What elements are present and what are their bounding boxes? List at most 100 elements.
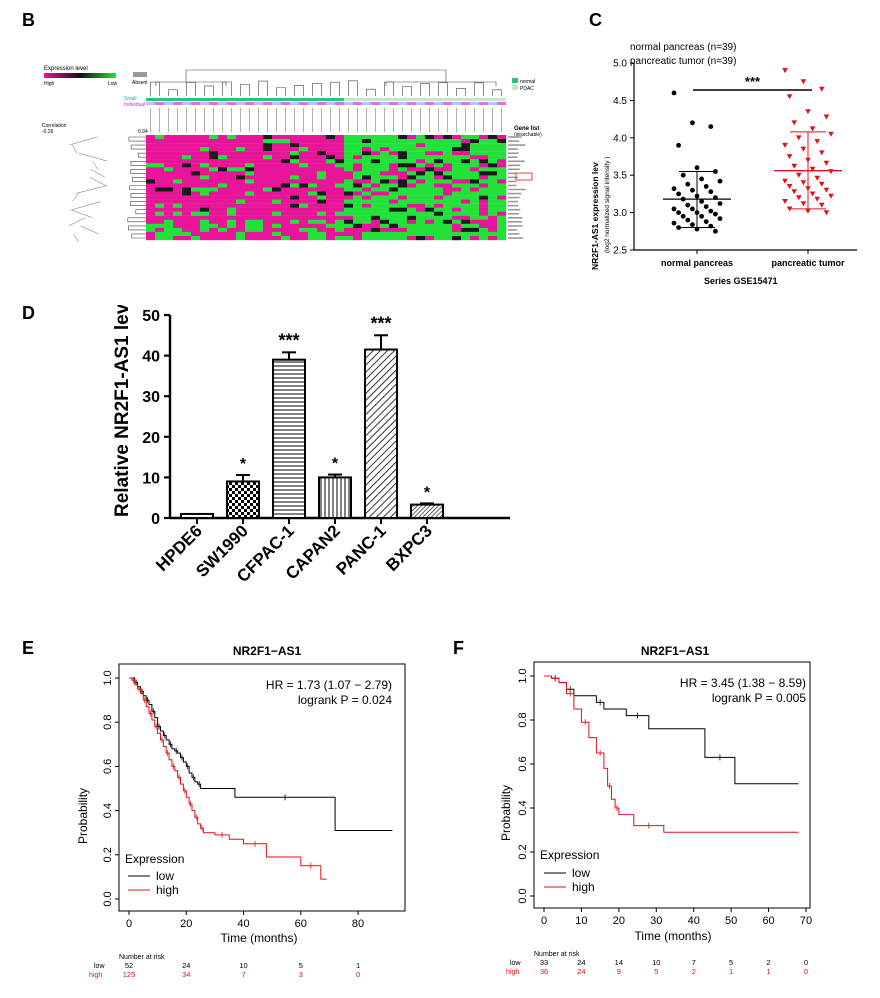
f-x-tick-label: 0 [541, 915, 547, 927]
heatmap-cell [290, 143, 300, 148]
heatmap-cell [164, 219, 174, 224]
heatmap-cell [389, 159, 399, 164]
c-point-normal [676, 191, 681, 197]
legend-normal: normal pancreas (n=39) [630, 42, 736, 53]
heatmap-cell [182, 167, 192, 172]
e-legend-title: Expression [125, 852, 184, 866]
heatmap-group-cell [353, 98, 362, 101]
heatmap-cell [425, 211, 435, 216]
heatmap-cell [173, 223, 183, 228]
c-y-tick-label: 5.0 [613, 59, 627, 70]
heatmap-cell [353, 135, 363, 140]
heatmap-cell [416, 231, 426, 237]
heatmap-cell [479, 167, 489, 172]
heatmap-cell [497, 159, 507, 164]
heatmap-cell [380, 159, 390, 164]
heatmap-cell [425, 219, 435, 224]
row-dendrogram-branch [127, 217, 146, 223]
heatmap-cell [443, 171, 453, 176]
heatmap-cell [182, 203, 192, 208]
heatmap-cell [182, 183, 192, 188]
heatmap-cell [380, 207, 390, 212]
heatmap-cell [164, 147, 174, 152]
heatmap-cell [353, 163, 363, 168]
heatmap-cell [290, 199, 300, 204]
heatmap-cell [380, 227, 390, 233]
heatmap-cell [254, 231, 264, 237]
f-x-tick-label: 40 [688, 915, 700, 927]
dendrogram-branch [348, 80, 358, 96]
heatmap-cell [389, 211, 399, 216]
heatmap-cell [470, 191, 480, 196]
heatmap-cell [407, 227, 417, 233]
heatmap-individual-cell [479, 102, 488, 105]
heatmap-cell [443, 183, 453, 188]
heatmap-cell [173, 199, 183, 204]
heatmap-cell [461, 236, 471, 241]
heatmap-cell [353, 139, 363, 144]
heatmap-group-cell [461, 98, 470, 101]
heatmap-cell [407, 167, 417, 172]
panel-label-b: B [22, 10, 35, 30]
heatmap-cell [164, 211, 174, 216]
d-y-tick-label: 20 [142, 430, 160, 447]
heatmap-cell [326, 151, 336, 156]
heatmap-cell [479, 219, 489, 224]
heatmap-cell [245, 215, 255, 220]
heatmap-cell [443, 167, 453, 172]
heatmap-cell [200, 207, 210, 212]
heatmap-cell [254, 139, 264, 144]
heatmap-cell [470, 223, 480, 228]
heatmap-cell [389, 135, 399, 140]
heatmap-cell [416, 199, 426, 204]
heatmap-cell [461, 219, 471, 224]
heatmap-cell [218, 219, 228, 224]
heatmap-individual-cell [452, 102, 461, 105]
heatmap-cell [155, 135, 165, 140]
c-point-tumor [800, 180, 807, 186]
heatmap-cell [326, 135, 336, 140]
row-dendrogram-branch [69, 136, 98, 146]
heatmap-cell [317, 199, 327, 204]
heatmap-cell [164, 171, 174, 176]
heatmap-cell [353, 175, 363, 180]
heatmap-cell [497, 143, 507, 148]
heatmap-cell [281, 236, 291, 241]
heatmap-cell [362, 159, 372, 164]
heatmap-cell [380, 195, 390, 200]
heatmap-cell [326, 159, 336, 164]
heatmap-cell [461, 143, 471, 148]
heatmap-cell [299, 187, 309, 192]
heatmap-cell [272, 139, 282, 144]
heatmap-cell [497, 175, 507, 180]
dendrogram-branch [185, 69, 447, 82]
e-xlabel: Time (months) [221, 931, 298, 945]
heatmap-cell [218, 179, 228, 184]
heatmap-group-cell [479, 98, 488, 101]
heatmap-cell [209, 227, 219, 233]
heatmap-cell [425, 183, 435, 188]
heatmap-group-cell [227, 98, 236, 101]
heatmap-cell [335, 227, 345, 233]
heatmap-cell [200, 211, 210, 216]
heatmap-cell [452, 231, 462, 237]
heatmap-cell [236, 171, 246, 176]
heatmap-cell [200, 167, 210, 172]
heatmap-cell [443, 215, 453, 220]
heatmap-cell [290, 211, 300, 216]
heatmap-cell [155, 231, 165, 237]
heatmap-cell [470, 183, 480, 188]
row-dendrogram-branch [131, 233, 146, 239]
heatmap-cell [155, 195, 165, 200]
heatmap-individual-cell [425, 102, 434, 105]
heatmap-cell [308, 219, 318, 224]
heatmap-cell [479, 211, 489, 216]
heatmap-cell [272, 195, 282, 200]
heatmap-cell [389, 147, 399, 152]
heatmap-cell [209, 223, 219, 228]
c-significance-stars: *** [745, 74, 761, 89]
f-risk-high: 5 [654, 967, 658, 976]
heatmap-individual-cell [362, 102, 371, 105]
heatmap-cell [263, 135, 273, 140]
heatmap-cell [416, 139, 426, 144]
